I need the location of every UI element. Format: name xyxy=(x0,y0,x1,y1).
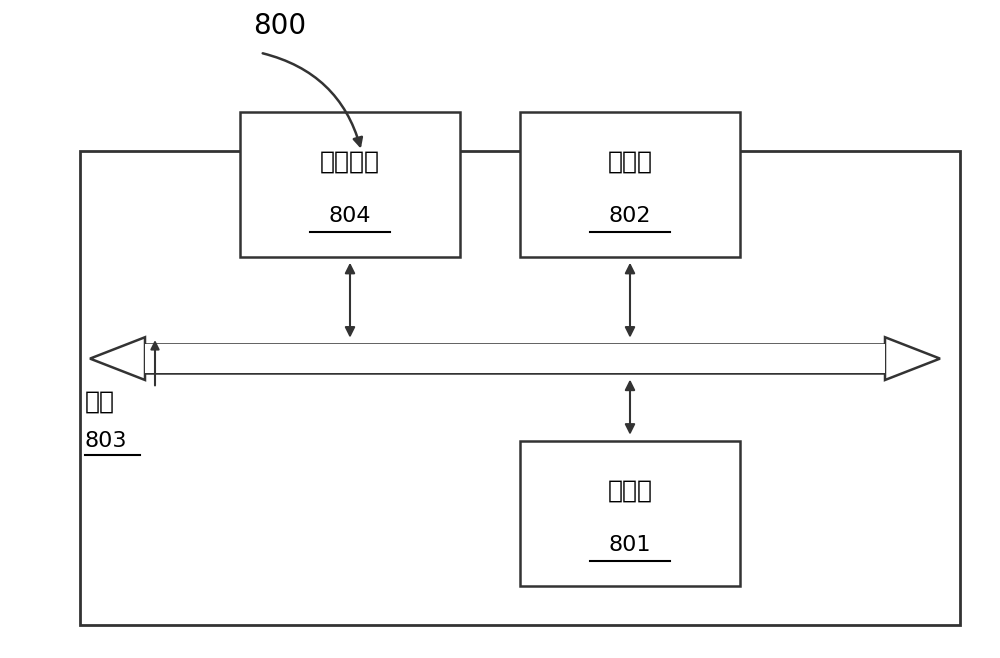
FancyBboxPatch shape xyxy=(80,151,960,625)
FancyBboxPatch shape xyxy=(520,112,740,257)
FancyBboxPatch shape xyxy=(520,441,740,586)
FancyBboxPatch shape xyxy=(240,112,460,257)
Polygon shape xyxy=(145,343,885,374)
Text: 通信接口: 通信接口 xyxy=(320,149,380,173)
Text: 804: 804 xyxy=(329,206,371,226)
Polygon shape xyxy=(885,337,940,380)
Polygon shape xyxy=(90,337,145,380)
Text: 803: 803 xyxy=(85,431,128,451)
Text: 800: 800 xyxy=(253,13,307,40)
Text: 处理器: 处理器 xyxy=(608,149,652,173)
Text: 802: 802 xyxy=(609,206,651,226)
Text: 存储器: 存储器 xyxy=(608,478,652,502)
Text: 801: 801 xyxy=(609,535,651,555)
Text: 总线: 总线 xyxy=(85,390,115,413)
